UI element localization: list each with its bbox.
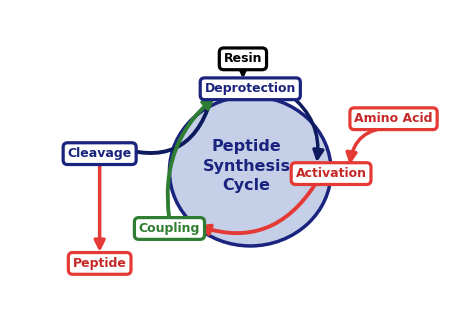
Text: Peptide
Synthesis
Cycle: Peptide Synthesis Cycle xyxy=(202,139,291,193)
Ellipse shape xyxy=(170,96,331,246)
Text: Peptide: Peptide xyxy=(73,257,127,270)
Text: Cleavage: Cleavage xyxy=(67,147,132,160)
Text: Amino Acid: Amino Acid xyxy=(354,112,433,125)
Text: Deprotection: Deprotection xyxy=(205,82,296,95)
Text: Coupling: Coupling xyxy=(139,222,200,235)
Text: Activation: Activation xyxy=(296,167,366,180)
Text: Resin: Resin xyxy=(224,52,262,65)
